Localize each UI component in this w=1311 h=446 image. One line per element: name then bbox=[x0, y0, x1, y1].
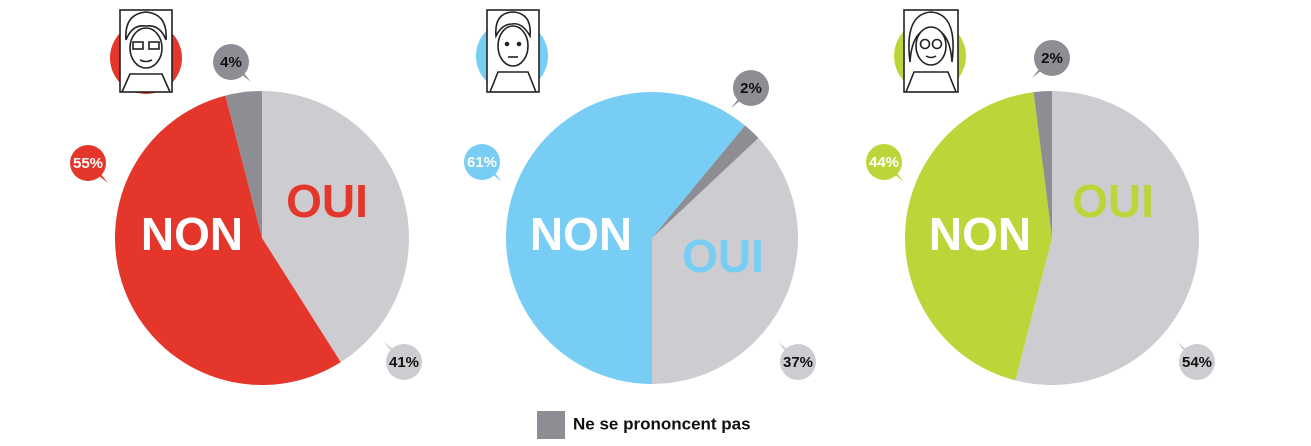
slice-label: OUI bbox=[1072, 175, 1154, 227]
value-label: 2% bbox=[740, 80, 762, 97]
bubble bbox=[213, 44, 249, 80]
bubble bbox=[1179, 344, 1215, 380]
pie-slice bbox=[225, 91, 262, 238]
slice-label: NON bbox=[929, 208, 1031, 260]
pie-slice bbox=[652, 125, 759, 238]
pie-slice bbox=[506, 92, 746, 385]
slice-label: NON bbox=[141, 208, 243, 260]
bubble bbox=[780, 344, 816, 380]
value-label: 54% bbox=[1182, 354, 1212, 371]
value-label: 61% bbox=[467, 154, 497, 171]
slice-label: OUI bbox=[286, 175, 368, 227]
value-label: 44% bbox=[869, 154, 899, 171]
legend-label: Ne se prononcent pas bbox=[573, 414, 751, 433]
pie-slice bbox=[904, 92, 1052, 381]
bubble bbox=[386, 344, 422, 380]
avatar-3 bbox=[894, 9, 966, 93]
pie-slice bbox=[1033, 91, 1052, 238]
bubble bbox=[733, 70, 769, 106]
avatar-2 bbox=[476, 9, 548, 93]
avatar-1 bbox=[110, 9, 182, 94]
slice-label: NON bbox=[530, 208, 632, 260]
bubble bbox=[70, 145, 106, 181]
pie: OUI NON 37% 61% 2% bbox=[464, 70, 816, 385]
avatars bbox=[110, 9, 966, 94]
value-label: 41% bbox=[389, 354, 419, 371]
pie-slice bbox=[652, 138, 798, 384]
value-label: 2% bbox=[1041, 50, 1063, 67]
pie-slice bbox=[114, 95, 341, 386]
value-label: 55% bbox=[73, 155, 103, 172]
pie: OUI NON 54% 44% 2% bbox=[866, 40, 1215, 386]
pie-slice bbox=[262, 91, 409, 363]
bubble bbox=[1034, 40, 1070, 76]
legend-swatch bbox=[537, 411, 565, 439]
bubble bbox=[464, 144, 500, 180]
value-label: 37% bbox=[783, 354, 813, 371]
bubble bbox=[866, 144, 902, 180]
slice-label: OUI bbox=[682, 230, 764, 282]
value-label: 4% bbox=[220, 54, 242, 71]
pie: OUI NON 41% 55% 4% bbox=[70, 44, 422, 386]
pie-slice bbox=[1015, 91, 1199, 386]
